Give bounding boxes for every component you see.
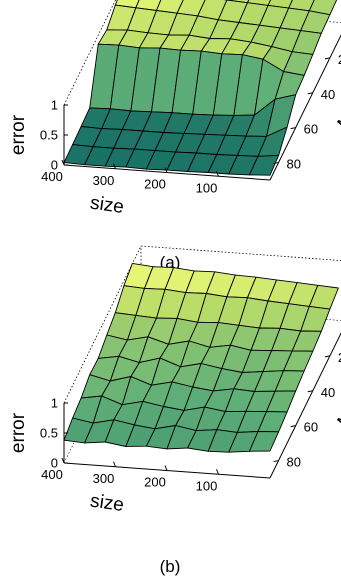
mdl-tick-label: 40 <box>321 385 335 400</box>
size-tick-mark <box>113 163 116 169</box>
mdl-tick-mark <box>273 162 279 165</box>
mdl-tick-label: 80 <box>287 455 301 470</box>
mdl-tick-mark <box>290 425 296 428</box>
size-tick-label: 200 <box>144 475 166 490</box>
size-tick-mark <box>216 171 219 177</box>
size-tick-label: 300 <box>93 173 115 188</box>
mdl-ticks: 20 40 60 80 <box>273 350 341 470</box>
size-tick-label: 100 <box>196 478 218 493</box>
size-ticks: 400 300 200 100 <box>41 159 219 195</box>
z-ticks: 00.51 <box>40 396 68 471</box>
surface-plot-b: (b) 00.5140030020010020406080errorsizeMD… <box>8 245 341 576</box>
surface <box>63 262 339 453</box>
mdl-tick-mark <box>290 127 296 130</box>
z-tick-label: 1 <box>51 98 58 113</box>
surface-patch <box>248 431 280 452</box>
z-tick-label: 0 <box>51 456 58 471</box>
surface-plot-a: (a) 00.5140030020010020406080errorsizeMD… <box>8 0 341 272</box>
size-tick-label: 200 <box>144 177 166 192</box>
size-tick-mark <box>61 159 65 166</box>
size-axis-label: size <box>89 193 125 218</box>
mdl-tick-mark <box>324 57 330 60</box>
z-tick-label: 0.5 <box>40 426 58 441</box>
mdl-ticks: 20 40 60 80 <box>273 52 341 172</box>
z-axis-label: error <box>8 114 29 155</box>
size-tick-mark <box>164 465 168 471</box>
mdl-tick-label: 60 <box>304 122 318 137</box>
size-ticks: 400 300 200 100 <box>41 457 219 493</box>
size-tick-mark <box>113 461 116 467</box>
z-tick-label: 0 <box>51 158 58 173</box>
mdl-axis-line <box>269 332 341 479</box>
size-tick-label: 400 <box>41 169 63 184</box>
size-tick-mark <box>216 469 219 475</box>
caption-b: (b) <box>160 557 181 576</box>
size-tick-mark <box>164 167 168 173</box>
size-tick-label: 400 <box>41 467 63 482</box>
box-edge <box>63 245 142 404</box>
size-tick-label: 100 <box>196 180 218 195</box>
z-axis-label: error <box>8 412 29 453</box>
box-edge <box>140 245 341 261</box>
mdl-tick-mark <box>307 390 313 393</box>
size-axis-label: size <box>89 491 125 516</box>
mdl-tick-mark <box>273 460 279 463</box>
mdl-axis-line <box>269 34 341 181</box>
mdl-tick-label: 80 <box>287 157 301 172</box>
mdl-tick-label: 20 <box>338 52 341 67</box>
mdl-tick-label: 40 <box>321 87 335 102</box>
z-tick-label: 1 <box>51 396 58 411</box>
surface <box>63 0 338 176</box>
z-tick-label: 0.5 <box>40 128 58 143</box>
size-tick-mark <box>61 457 65 464</box>
mdl-tick-label: 60 <box>304 420 318 435</box>
mdl-tick-mark <box>324 355 330 358</box>
mdl-tick-label: 20 <box>338 350 341 365</box>
z-ticks: 00.51 <box>40 98 68 173</box>
surface-patch <box>248 154 280 176</box>
box-edge <box>63 0 116 106</box>
size-tick-label: 300 <box>93 471 115 486</box>
mdl-tick-mark <box>307 92 313 95</box>
